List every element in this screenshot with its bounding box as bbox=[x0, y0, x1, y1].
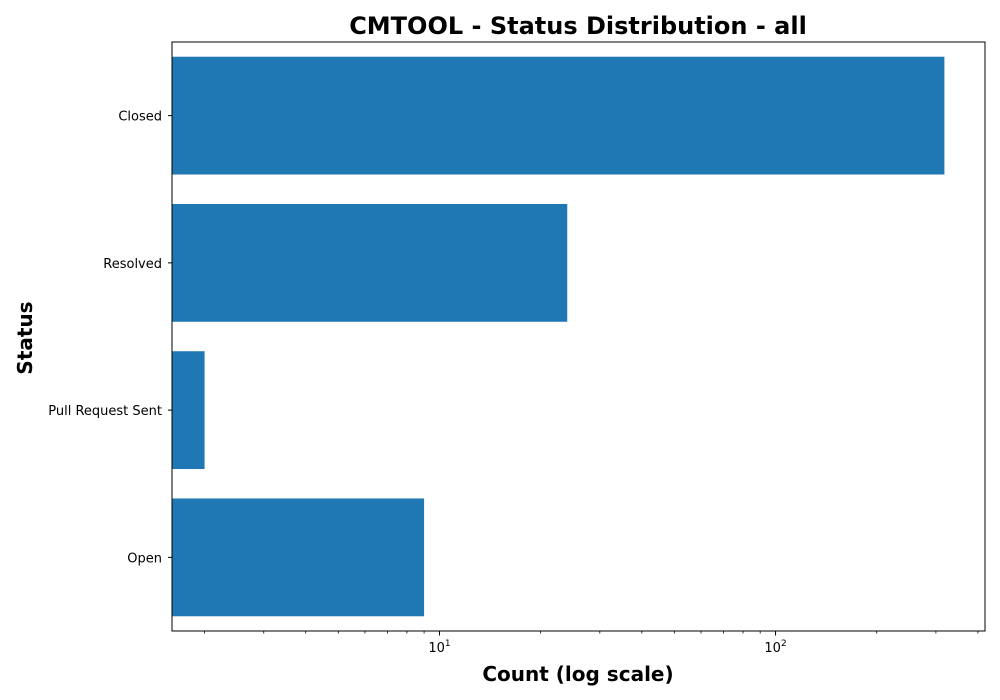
x-tick-label: 102 bbox=[764, 639, 786, 656]
x-tick-label: 101 bbox=[428, 639, 450, 656]
bar-resolved bbox=[172, 203, 568, 322]
y-tick-label: Closed bbox=[118, 110, 162, 125]
y-axis-label: Status bbox=[13, 301, 37, 374]
bar-pull-request-sent bbox=[172, 351, 205, 470]
y-tick-label: Open bbox=[127, 551, 162, 566]
bar-open bbox=[172, 498, 425, 617]
chart-title: CMTOOL - Status Distribution - all bbox=[349, 12, 807, 40]
bar-closed bbox=[172, 56, 945, 175]
plot-area: Closed Resolved Pull Request Sent Open 101 10… bbox=[48, 56, 979, 656]
axes-frame bbox=[171, 41, 986, 632]
y-tick-label: Pull Request Sent bbox=[48, 404, 162, 419]
y-tick-label: Resolved bbox=[103, 257, 162, 272]
x-axis-label: Count (log scale) bbox=[482, 662, 673, 686]
